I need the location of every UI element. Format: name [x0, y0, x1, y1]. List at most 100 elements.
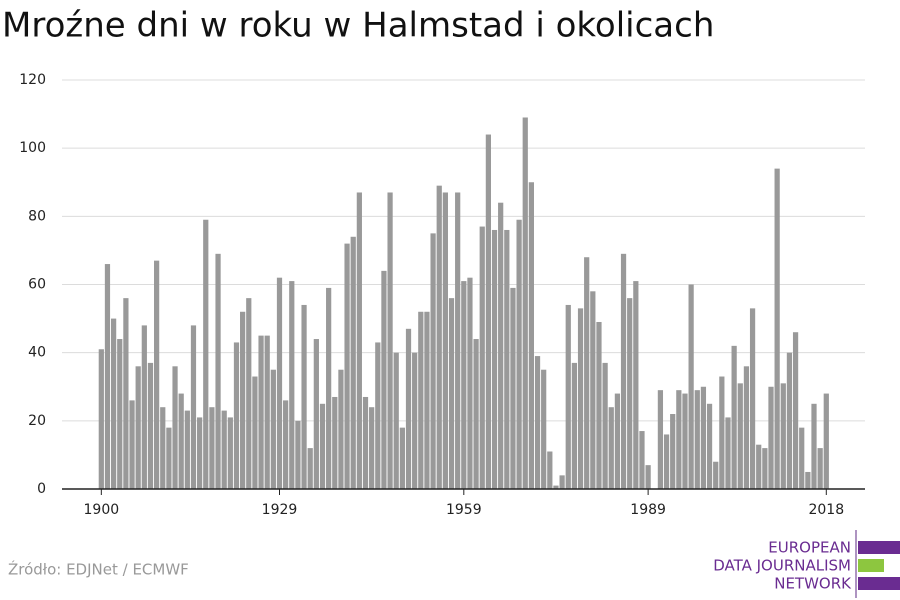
- bar: [731, 345, 737, 489]
- bar: [172, 366, 178, 489]
- y-tick-label: 20: [28, 413, 46, 429]
- y-tick-label: 40: [28, 345, 46, 361]
- bar: [184, 410, 190, 489]
- x-tick-label: 1989: [630, 502, 666, 518]
- y-tick-label: 80: [28, 208, 46, 224]
- bar: [645, 465, 651, 489]
- bar: [252, 376, 258, 489]
- bar: [817, 448, 823, 489]
- bar: [504, 229, 510, 489]
- bar: [215, 253, 221, 489]
- bar: [688, 284, 694, 489]
- logo-text: NETWORK: [774, 575, 852, 593]
- bar: [719, 376, 725, 489]
- bar: [596, 321, 602, 489]
- bar: [774, 168, 780, 489]
- bar: [762, 448, 768, 489]
- bar: [326, 287, 332, 489]
- bar: [584, 257, 590, 489]
- logo-text: DATA JOURNALISM: [713, 557, 851, 575]
- bar: [233, 342, 240, 489]
- x-tick-label: 1929: [262, 502, 298, 518]
- source: Źródło: EDJNet / ECMWF: [8, 560, 189, 579]
- bar: [135, 366, 141, 489]
- bar: [663, 434, 670, 489]
- bar: [534, 356, 541, 489]
- bar: [823, 393, 829, 489]
- x-tick-label: 1900: [84, 502, 120, 518]
- bar: [178, 393, 184, 489]
- bar: [749, 308, 756, 489]
- bar: [166, 427, 172, 489]
- bar: [706, 403, 713, 489]
- bar: [375, 342, 381, 489]
- bar: [424, 311, 430, 489]
- y-tick-label: 0: [37, 481, 46, 497]
- bar: [559, 475, 565, 489]
- bar: [240, 311, 246, 489]
- bar: [461, 281, 467, 489]
- bar: [448, 298, 455, 489]
- bar: [399, 427, 405, 489]
- bar: [565, 304, 571, 489]
- bar: [246, 298, 252, 489]
- logo-bar: [858, 577, 900, 590]
- bar: [756, 444, 762, 489]
- bar: [197, 417, 203, 489]
- bar: [491, 229, 498, 489]
- bar: [799, 427, 805, 489]
- y-tick-label: 100: [19, 140, 46, 156]
- bar: [203, 219, 209, 489]
- bar: [430, 233, 436, 489]
- bar: [485, 134, 491, 490]
- bar: [283, 400, 289, 489]
- x-tick-label: 2018: [808, 502, 844, 518]
- bar: [627, 298, 633, 489]
- bar: [319, 403, 326, 489]
- bar: [154, 260, 160, 489]
- bar: [227, 417, 233, 489]
- logo-bar: [858, 559, 884, 572]
- bar: [473, 339, 479, 489]
- bar: [117, 339, 123, 489]
- bar: [264, 335, 270, 489]
- bar: [522, 117, 528, 489]
- bar: [221, 410, 227, 489]
- bar: [209, 407, 215, 489]
- bar: [528, 182, 535, 489]
- bar: [547, 451, 553, 489]
- bar: [369, 407, 375, 489]
- bar: [270, 369, 276, 489]
- bar: [332, 396, 338, 489]
- bar: [700, 386, 707, 489]
- bar: [141, 325, 147, 489]
- bar: [682, 393, 688, 489]
- bar: [479, 226, 485, 489]
- bar: [110, 318, 117, 489]
- bar: [805, 471, 811, 489]
- bar: [405, 328, 412, 489]
- bar: [356, 192, 362, 489]
- bar: [123, 298, 129, 489]
- bar: [639, 431, 645, 489]
- bar: [301, 304, 307, 489]
- bar: [160, 407, 166, 489]
- bar: [602, 362, 608, 489]
- bar: [338, 369, 344, 489]
- bar: [412, 352, 418, 489]
- bar: [129, 400, 135, 489]
- bar: [498, 202, 504, 489]
- bar: [614, 393, 621, 489]
- bar: [786, 352, 793, 489]
- y-tick-label: 120: [19, 72, 46, 88]
- bar: [743, 366, 750, 489]
- bar: [553, 485, 559, 489]
- bar: [455, 192, 461, 489]
- bar: [467, 277, 473, 489]
- bar: [725, 417, 731, 489]
- bar: [276, 277, 283, 489]
- bar: [620, 253, 627, 489]
- logo-text: EUROPEAN: [768, 539, 851, 557]
- bar: [418, 311, 424, 489]
